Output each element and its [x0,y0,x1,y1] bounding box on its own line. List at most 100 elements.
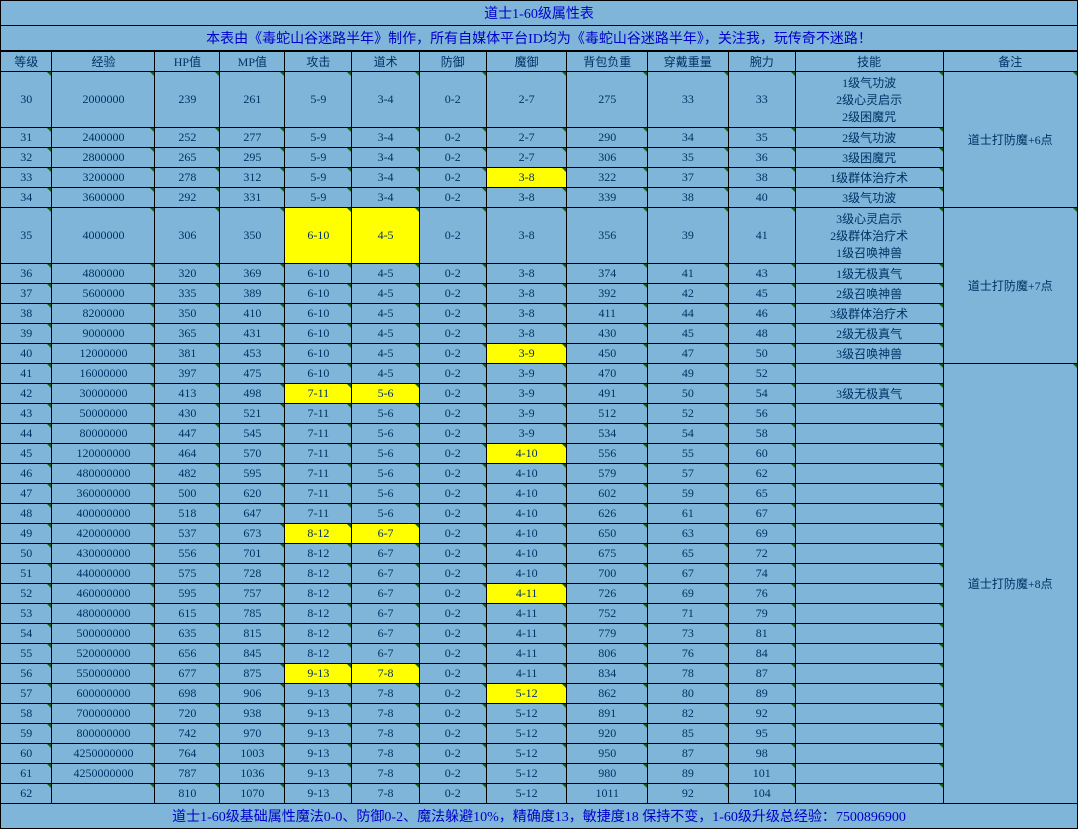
cell-mp: 845 [220,644,285,664]
cell-wear: 54 [648,424,729,444]
cell-skill: 3级群体治疗术 [795,304,943,324]
cell-bag: 470 [567,364,648,384]
cell-mdef: 3-8 [486,188,567,208]
cell-bag: 430 [567,324,648,344]
cell-atk: 7-11 [285,464,352,484]
cell-arm: 40 [728,188,795,208]
cell-exp: 80000000 [52,424,155,444]
cell-def: 0-2 [419,744,486,764]
cell-bag: 806 [567,644,648,664]
cell-mdef: 4-10 [486,444,567,464]
cell-dao: 4-5 [352,344,419,364]
cell-mdef: 3-9 [486,404,567,424]
cell-atk: 9-13 [285,704,352,724]
table-row: 42300000004134987-115-60-23-949150543级无极… [1,384,1078,404]
cell-wear: 67 [648,564,729,584]
cell-lv: 46 [1,464,52,484]
cell-hp: 278 [155,168,220,188]
cell-mdef: 2-7 [486,148,567,168]
cell-mdef: 4-10 [486,544,567,564]
page-subtitle: 本表由《毒蛇山谷迷路半年》制作，所有自媒体平台ID均为《毒蛇山谷迷路半年》，关注… [0,26,1078,51]
cell-wear: 42 [648,284,729,304]
table-body: 3020000002392615-93-40-22-727533331级气功波2… [1,72,1078,804]
cell-wear: 65 [648,544,729,564]
table-row: 3020000002392615-93-40-22-727533331级气功波2… [1,72,1078,128]
cell-arm: 84 [728,644,795,664]
cell-mp: 906 [220,684,285,704]
cell-exp: 30000000 [52,384,155,404]
cell-lv: 41 [1,364,52,384]
cell-bag: 834 [567,664,648,684]
cell-exp [52,784,155,804]
cell-skill [795,404,943,424]
cell-mp: 312 [220,168,285,188]
cell-atk: 5-9 [285,148,352,168]
cell-mdef: 4-10 [486,464,567,484]
cell-atk: 8-12 [285,544,352,564]
cell-lv: 33 [1,168,52,188]
cell-hp: 615 [155,604,220,624]
cell-wear: 35 [648,148,729,168]
cell-atk: 8-12 [285,604,352,624]
cell-exp: 4800000 [52,264,155,284]
cell-hp: 239 [155,72,220,128]
cell-mp: 728 [220,564,285,584]
cell-bag: 579 [567,464,648,484]
cell-def: 0-2 [419,404,486,424]
cell-mdef: 3-8 [486,208,567,264]
cell-wear: 33 [648,72,729,128]
cell-atk: 5-9 [285,168,352,188]
cell-wear: 52 [648,404,729,424]
cell-hp: 447 [155,424,220,444]
cell-skill [795,584,943,604]
cell-wear: 57 [648,464,729,484]
cell-hp: 810 [155,784,220,804]
cell-lv: 38 [1,304,52,324]
cell-bag: 306 [567,148,648,168]
table-row: 40120000003814536-104-50-23-945047503级召唤… [1,344,1078,364]
cell-skill [795,504,943,524]
cell-lv: 32 [1,148,52,168]
cell-skill [795,484,943,504]
cell-dao: 4-5 [352,208,419,264]
table-row: 44800000004475457-115-60-23-95345458 [1,424,1078,444]
cell-arm: 98 [728,744,795,764]
cell-exp: 480000000 [52,604,155,624]
table-row: 41160000003974756-104-50-23-94704952道士打防… [1,364,1078,384]
cell-dao: 3-4 [352,188,419,208]
cell-exp: 480000000 [52,464,155,484]
cell-wear: 92 [648,784,729,804]
cell-dao: 7-8 [352,744,419,764]
cell-wear: 85 [648,724,729,744]
cell-note: 道士打防魔+8点 [943,364,1077,804]
cell-arm: 60 [728,444,795,464]
cell-exp: 400000000 [52,504,155,524]
cell-wear: 80 [648,684,729,704]
cell-dao: 5-6 [352,484,419,504]
cell-mdef: 5-12 [486,744,567,764]
cell-skill: 2级召唤神兽 [795,284,943,304]
cell-atk: 8-12 [285,564,352,584]
cell-atk: 9-13 [285,684,352,704]
cell-mdef: 3-9 [486,384,567,404]
cell-dao: 6-7 [352,644,419,664]
cell-mdef: 4-11 [486,584,567,604]
cell-lv: 35 [1,208,52,264]
table-row: 514400000005757288-126-70-24-107006774 [1,564,1078,584]
cell-atk: 8-12 [285,624,352,644]
cell-wear: 71 [648,604,729,624]
table-row: 598000000007429709-137-80-25-129208595 [1,724,1078,744]
cell-atk: 7-11 [285,384,352,404]
cell-bag: 752 [567,604,648,624]
cell-skill [795,704,943,724]
cell-lv: 34 [1,188,52,208]
cell-arm: 65 [728,484,795,504]
cell-wear: 61 [648,504,729,524]
cell-def: 0-2 [419,724,486,744]
cell-hp: 397 [155,364,220,384]
cell-exp: 4000000 [52,208,155,264]
table-row: 3436000002923315-93-40-23-833938403级气功波 [1,188,1078,208]
cell-exp: 16000000 [52,364,155,384]
cell-skill [795,724,943,744]
cell-hp: 677 [155,664,220,684]
